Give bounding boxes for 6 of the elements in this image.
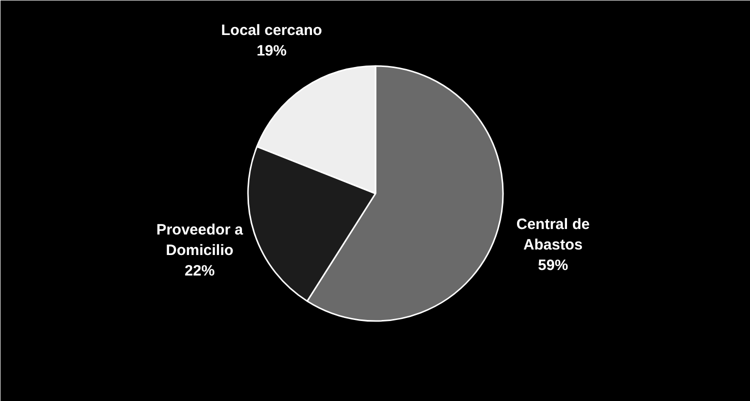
slice-label: Local cercano — [221, 22, 322, 39]
data-label: 59% — [538, 256, 568, 274]
slice-label: Central de Abastos — [516, 216, 590, 254]
data-label: 22% — [184, 262, 215, 280]
data-label: 19% — [256, 42, 287, 60]
slice-label: Proveedor a Domicilio — [156, 222, 244, 260]
